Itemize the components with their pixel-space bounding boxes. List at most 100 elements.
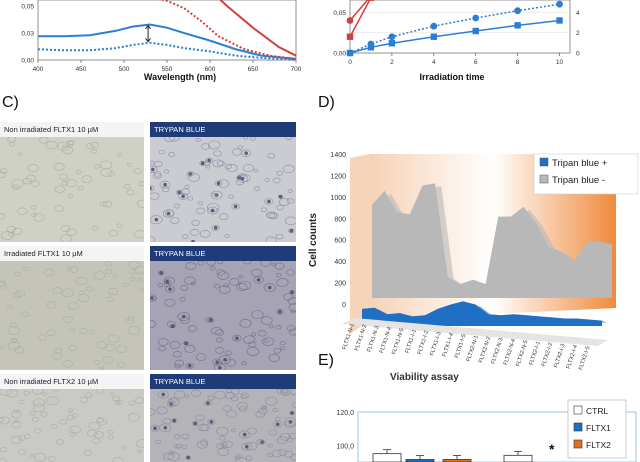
stained-cell [159, 271, 163, 275]
cell-outline [53, 162, 65, 171]
micrograph-photo: Non irradiated FLTX2 10 µM [0, 374, 144, 462]
cell-outline [108, 229, 118, 237]
chart-a-xtick: 500 [119, 66, 130, 73]
cell-outline [216, 269, 225, 276]
micrograph-texture [0, 135, 144, 242]
cell-outline [0, 281, 7, 291]
chart-a-ytick: 0,03 [21, 31, 34, 38]
chart-b-point [556, 0, 563, 8]
chart-d-legend-swatch [539, 174, 549, 184]
cell-outline [66, 228, 77, 236]
cell-outline [217, 447, 230, 457]
stained-cell [217, 365, 222, 370]
cell-outline [236, 282, 248, 291]
cell-outline [128, 400, 136, 406]
cell-outline [276, 170, 284, 176]
cell-outline [33, 213, 45, 222]
cell-outline [107, 435, 114, 440]
cell-outline [220, 442, 228, 448]
cell-outline [92, 438, 101, 445]
stained-cell [172, 418, 177, 423]
chart-d-category-label: FLTX2-I-3 [553, 343, 566, 368]
cell-outline [237, 145, 244, 150]
cell-outline [0, 213, 6, 220]
cell-outline [185, 455, 192, 460]
cell-outline [129, 277, 136, 282]
cell-outline [275, 233, 284, 240]
cell-outline [264, 178, 270, 183]
chart-d-category-label: FLTX1-I-4 [442, 332, 455, 357]
cell-outline [68, 345, 77, 351]
cell-outline [69, 425, 81, 434]
cell-outline [7, 135, 17, 143]
cell-outline [112, 395, 120, 402]
cell-outline [0, 231, 14, 241]
chart-d-area-negative [372, 183, 612, 298]
cell-outline [7, 325, 21, 335]
cell-outline [251, 310, 264, 320]
cell-outline [247, 341, 257, 348]
cell-outline [216, 426, 229, 436]
cell-outline [191, 421, 199, 426]
cell-outline [0, 416, 10, 425]
cell-outline [137, 449, 142, 454]
cell-outline [90, 141, 100, 149]
cell-outline [8, 141, 16, 147]
micrograph-label: Non irradiated FLTX1 10 µM [0, 122, 144, 137]
cell-outline [166, 401, 176, 408]
cell-outline [276, 436, 288, 445]
chart-d-ytick: 0 [342, 302, 346, 309]
cell-outline [103, 356, 114, 364]
cell-outline [212, 192, 218, 197]
cell-outline [32, 398, 45, 408]
chart-d-category-label: FLTX2-I-5 [578, 346, 591, 371]
chart-d-floor [342, 318, 608, 346]
cell-outline [205, 157, 214, 164]
chart-a-xlabel: Wavelength (nm) [144, 72, 216, 82]
cell-outline [171, 418, 178, 424]
cell-outline [61, 288, 74, 298]
cell-outline [284, 420, 296, 429]
cell-outline [159, 423, 172, 433]
cell-outline [199, 160, 206, 166]
chart-a-xtick: 450 [76, 66, 87, 73]
cell-outline [231, 388, 241, 395]
cell-outline [266, 211, 278, 220]
cell-outline [276, 278, 289, 287]
cell-outline [260, 406, 267, 411]
cell-outline [163, 169, 170, 174]
chart-d-ytick: 400 [334, 259, 346, 266]
cell-outline [62, 359, 73, 368]
cell-outline [276, 308, 284, 315]
chart-d-ytick: 1000 [330, 195, 346, 202]
cell-outline [217, 271, 230, 280]
chart-b-point [472, 14, 480, 22]
cell-outline [247, 427, 257, 435]
cell-outline [117, 152, 123, 157]
cell-outline [262, 337, 275, 346]
cell-outline [52, 287, 63, 294]
chart-d-category-label: FLTX2-I-1 [529, 341, 542, 366]
cell-outline [211, 326, 223, 335]
cell-outline [236, 174, 249, 183]
cell-outline [279, 432, 291, 441]
cell-outline [251, 332, 257, 337]
cell-outline [195, 137, 201, 142]
stained-cell [161, 392, 166, 397]
cell-outline [90, 148, 98, 154]
micrograph-texture [150, 133, 296, 242]
cell-outline [207, 419, 216, 425]
cell-outline [109, 391, 115, 396]
cell-outline [121, 445, 127, 450]
cell-outline [245, 455, 253, 461]
cell-outline [9, 322, 18, 328]
cell-outline [276, 388, 284, 394]
cell-outline [0, 447, 7, 453]
micrograph-photo: TRYPAN BLUE [150, 122, 296, 242]
chart-a-arrow-head-down [145, 38, 151, 43]
cell-outline [184, 394, 190, 399]
cell-outline [37, 334, 47, 342]
cell-outline [224, 234, 230, 239]
cell-outline [190, 281, 196, 286]
cell-outline [0, 416, 4, 423]
